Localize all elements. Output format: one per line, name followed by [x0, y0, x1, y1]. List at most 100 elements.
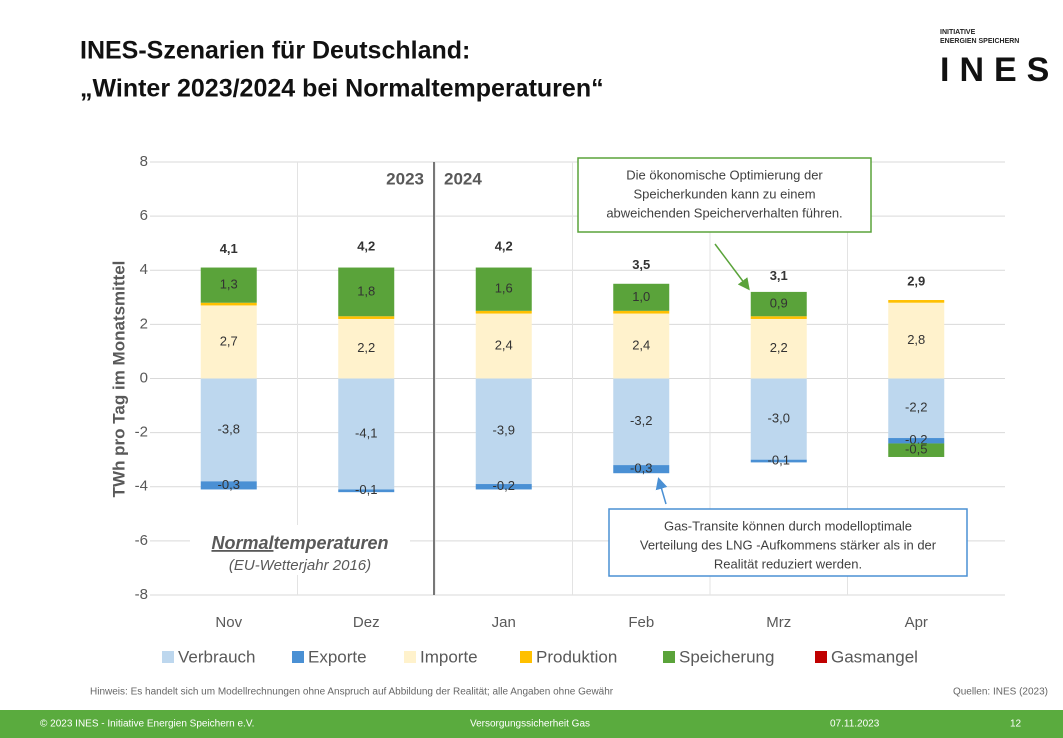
bar-segment — [750, 316, 807, 319]
value-label: -0,1 — [768, 452, 790, 467]
y-tick-label: 6 — [140, 207, 148, 224]
value-label: -3,2 — [630, 413, 652, 428]
bar-segment — [200, 267, 257, 303]
value-label: -0,5 — [905, 442, 927, 457]
legend-label: Speicherung — [679, 647, 774, 666]
value-label: 2,7 — [220, 333, 238, 348]
y-tick-label: 2 — [140, 315, 148, 332]
value-label: 2,2 — [770, 340, 788, 355]
footer-bar — [0, 710, 1063, 738]
value-label: -3,8 — [218, 421, 240, 436]
total-label: 2,9 — [907, 273, 925, 288]
value-label: 1,6 — [495, 281, 513, 296]
legend-label: Produktion — [536, 647, 617, 666]
y-tick-label: -2 — [135, 424, 148, 441]
total-label: 4,2 — [357, 238, 375, 253]
legend-swatch — [404, 651, 416, 663]
bar-segment — [338, 267, 395, 317]
value-label: -2,2 — [905, 400, 927, 415]
x-tick-label: Dez — [353, 614, 380, 631]
logo-text: INITIATIVE — [940, 29, 976, 36]
bar-segment — [888, 302, 945, 379]
value-label: 2,4 — [632, 337, 650, 352]
scenario-label: Normaltemperaturen — [211, 533, 388, 553]
x-tick-label: Apr — [905, 614, 928, 631]
bar-segment — [200, 305, 257, 379]
title: „Winter 2023/2024 bei Normaltemperaturen… — [80, 75, 604, 103]
scenario-bg — [190, 525, 410, 575]
footer-text: 12 — [1010, 719, 1022, 730]
y-tick-label: 4 — [140, 261, 148, 278]
bar-segment — [475, 267, 532, 311]
bar-segment — [888, 378, 945, 439]
bar-segment — [613, 378, 670, 466]
total-label: 3,1 — [770, 268, 788, 283]
y-tick-label: 8 — [140, 153, 148, 170]
bar-segment — [200, 378, 257, 482]
footer-text: Versorgungssicherheit Gas — [470, 719, 590, 730]
annotation-text: Verteilung des LNG -Aufkommens stärker a… — [640, 537, 937, 552]
scenario-underlined: Normal — [211, 533, 274, 553]
footer-text: © 2023 INES - Initiative Energien Speich… — [40, 719, 254, 730]
value-label: -0,2 — [905, 432, 927, 447]
annotation-text: abweichenden Speicherverhalten führen. — [606, 205, 842, 220]
bar-segment — [200, 481, 257, 490]
legend-swatch — [815, 651, 827, 663]
value-label: 1,0 — [632, 289, 650, 304]
bar-segment — [613, 283, 670, 311]
logo-text: ENERGIEN SPEICHERN — [940, 38, 1019, 45]
legend-label: Exporte — [308, 647, 367, 666]
bar-segment — [750, 318, 807, 379]
y-tick-label: 0 — [140, 369, 148, 386]
bar-segment — [200, 302, 257, 306]
bar-segment — [475, 378, 532, 485]
bar-segment — [888, 438, 945, 444]
bar-segment — [338, 318, 395, 379]
value-label: -4,1 — [355, 425, 377, 440]
legend-swatch — [520, 651, 532, 663]
y-tick-label: -8 — [135, 586, 148, 603]
bar-segment — [475, 313, 532, 379]
legend-swatch — [663, 651, 675, 663]
legend-label: Verbrauch — [178, 647, 256, 666]
annotation-box — [577, 157, 872, 233]
value-label: 1,8 — [357, 283, 375, 298]
bar-segment — [750, 378, 807, 460]
value-label: -0,3 — [630, 461, 652, 476]
y-tick-label: -4 — [135, 478, 148, 495]
total-label: 4,2 — [495, 238, 513, 253]
value-label: -0,2 — [493, 478, 515, 493]
bar-segment — [338, 489, 395, 493]
bar-segment — [888, 443, 945, 457]
note: Hinweis: Es handelt sich um Modellrechnu… — [90, 687, 614, 698]
legend-label: Importe — [420, 647, 478, 666]
year-label: 2023 — [386, 169, 424, 188]
bar-segment — [888, 300, 945, 303]
total-label: 4,1 — [220, 241, 238, 256]
y-tick-label: -6 — [135, 532, 148, 549]
y-axis-label: TWh pro Tag im Monatsmittel — [109, 261, 128, 498]
scenario-sub: (EU-Wetterjahr 2016) — [229, 557, 371, 574]
bar-segment — [338, 378, 395, 490]
value-label: 2,8 — [907, 332, 925, 347]
bar-segment — [613, 465, 670, 474]
bar-segment — [613, 310, 670, 314]
footer-text: 07.11.2023 — [830, 719, 880, 730]
bar-segment — [750, 291, 807, 317]
annotation-text: Die ökonomische Optimierung der — [626, 167, 823, 182]
bar-segment — [613, 313, 670, 379]
scenario-rest: temperaturen — [273, 533, 388, 553]
annotation-box — [608, 508, 968, 577]
annotation-text: Gas-Transite können durch modelloptimale — [664, 518, 912, 533]
year-label: 2024 — [444, 169, 482, 188]
value-label: -3,9 — [493, 423, 515, 438]
value-label: -3,0 — [768, 411, 790, 426]
sources: Quellen: INES (2023) — [953, 687, 1048, 698]
x-tick-label: Nov — [215, 614, 242, 631]
value-label: -0,1 — [355, 482, 377, 497]
title: INES-Szenarien für Deutschland: — [80, 37, 470, 65]
value-label: 0,9 — [770, 296, 788, 311]
value-label: 2,2 — [357, 340, 375, 355]
annotation-arrow — [714, 243, 750, 291]
